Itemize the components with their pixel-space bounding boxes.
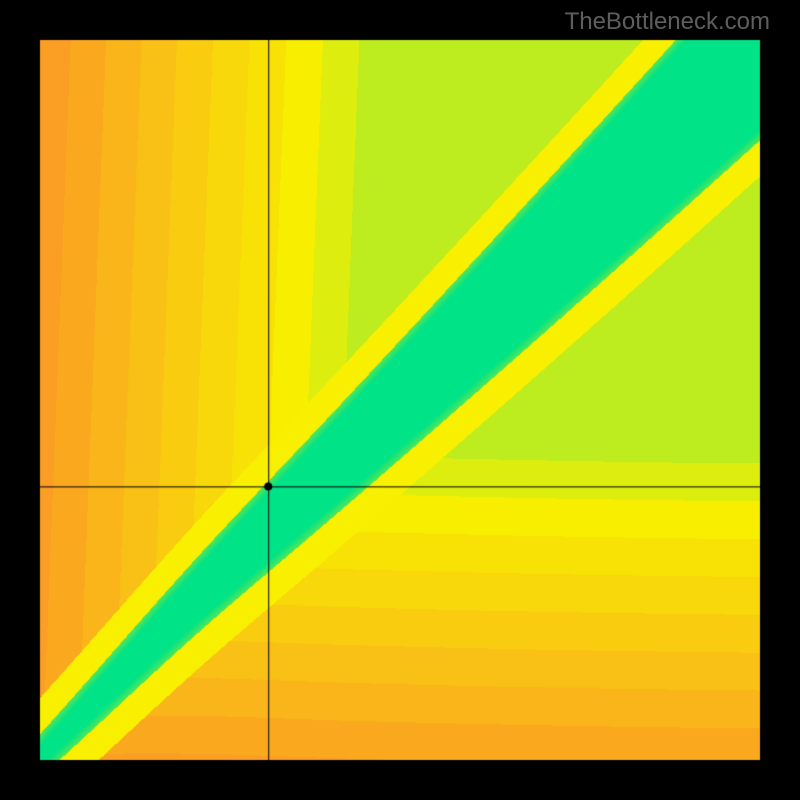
chart-container: TheBottleneck.com xyxy=(0,0,800,800)
watermark-text: TheBottleneck.com xyxy=(565,8,770,36)
heatmap-canvas xyxy=(0,0,800,800)
